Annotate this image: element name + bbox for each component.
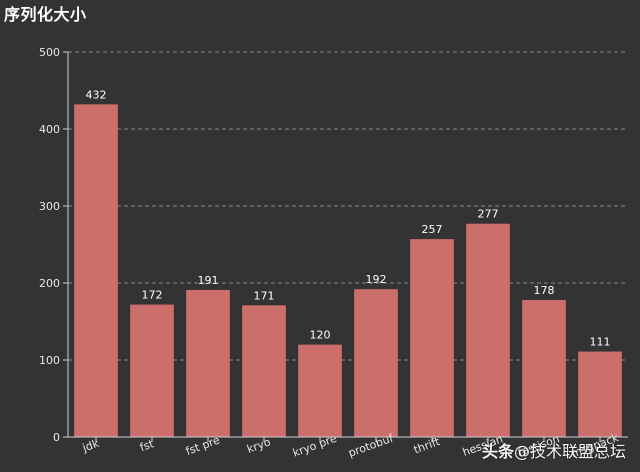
data-label: 120 xyxy=(310,329,331,342)
bar xyxy=(522,299,566,437)
y-tick-label: 500 xyxy=(39,46,60,59)
bar xyxy=(186,289,230,437)
data-label: 111 xyxy=(590,336,611,349)
bar xyxy=(354,289,398,437)
data-label: 171 xyxy=(254,289,275,302)
bar xyxy=(130,304,174,437)
bar xyxy=(466,223,510,437)
watermark: 头条@技术联盟总坛 xyxy=(482,438,626,462)
bar xyxy=(298,344,342,437)
bar xyxy=(410,239,454,437)
data-label: 257 xyxy=(422,223,443,236)
x-tick-label: kryo xyxy=(245,435,272,456)
x-tick-label: jdk xyxy=(80,437,101,455)
y-tick-label: 400 xyxy=(39,123,60,136)
y-tick-label: 200 xyxy=(39,277,60,290)
data-label: 172 xyxy=(142,289,163,302)
data-label: 432 xyxy=(86,88,107,101)
bar xyxy=(74,104,118,438)
bar xyxy=(578,351,622,437)
y-tick-label: 100 xyxy=(39,354,60,367)
data-label: 192 xyxy=(366,273,387,286)
x-tick-label: fst xyxy=(138,437,156,454)
data-label: 191 xyxy=(198,274,219,287)
y-tick-label: 0 xyxy=(53,431,60,444)
data-label: 277 xyxy=(478,208,499,221)
watermark-brand: 头条 xyxy=(481,442,514,461)
bar xyxy=(242,305,286,437)
watermark-handle: @技术联盟总坛 xyxy=(513,442,626,461)
data-label: 178 xyxy=(534,284,555,297)
chart-title: 序列化大小 xyxy=(4,5,87,24)
y-tick-label: 300 xyxy=(39,200,60,213)
x-tick-label: thrift xyxy=(412,435,442,457)
